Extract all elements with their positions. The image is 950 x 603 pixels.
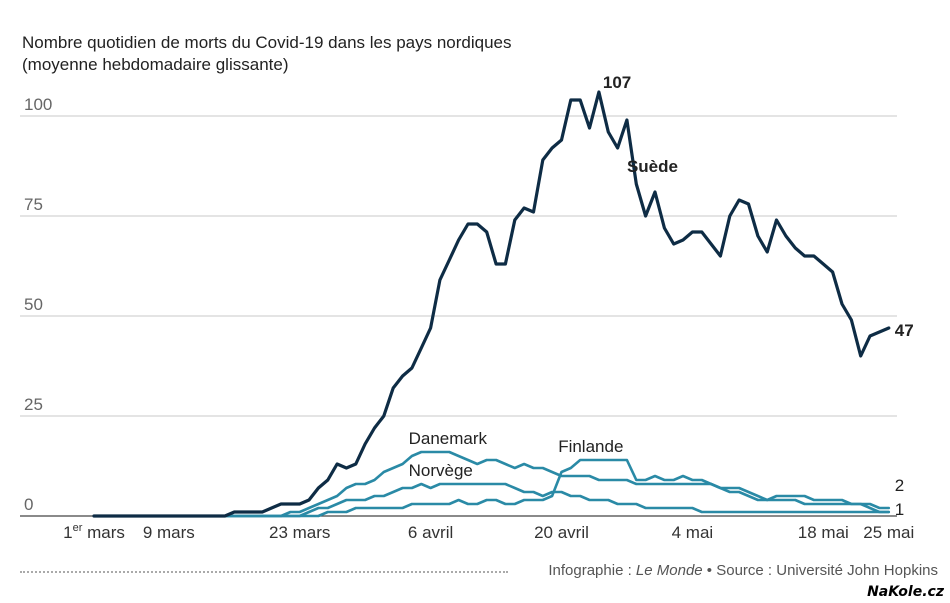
chart-title-line1: Nombre quotidien de morts du Covid-19 da… [22, 33, 512, 52]
credit-source: • Source : Université John Hopkins [702, 562, 938, 579]
credit-outlet: Le Monde [635, 562, 703, 579]
credit-prefix: Infographie : [548, 562, 636, 579]
y-tick-label: 100 [24, 95, 52, 114]
series-line-suede [92, 90, 891, 518]
y-axis-ticks: 0 25 50 75 100 [24, 95, 52, 514]
chart-title: Nombre quotidien de morts du Covid-19 da… [22, 32, 512, 76]
series-label-suede: Suède [627, 157, 678, 176]
x-tick-label: 25 mai [863, 523, 914, 542]
series-line-finlande [92, 458, 891, 518]
peak-label: 107 [603, 73, 631, 92]
x-axis-ticks: 1er mars 9 mars 23 mars 6 avril 20 avril 4 ma… [63, 522, 914, 542]
footer-credit: Infographie : Le Monde • Source : Univer… [548, 562, 938, 579]
x-tick-label: 18 mai [798, 523, 849, 542]
x-tick-label: 20 avril [534, 523, 589, 542]
series-label-finlande: Finlande [558, 437, 623, 456]
x-tick-label: 6 avril [408, 523, 453, 542]
series-annotations: 107 47 2 1 Suède Danemark Norvège Finlande [409, 73, 914, 519]
watermark-logo: NaKole.cz [867, 584, 944, 600]
end-label-danemark: 2 [895, 476, 904, 495]
y-gridlines [20, 115, 897, 517]
footer-dotted-rule [20, 571, 508, 573]
y-tick-label: 50 [24, 295, 43, 314]
series-lines [92, 90, 891, 518]
y-tick-label: 25 [24, 395, 43, 414]
x-tick-label: 4 mai [672, 523, 714, 542]
series-label-danemark: Danemark [409, 429, 488, 448]
y-tick-label: 0 [24, 495, 33, 514]
line-chart: 0 25 50 75 100 1er mars 9 mars 23 mars 6 avril 2… [20, 73, 914, 542]
y-tick-label: 75 [24, 195, 43, 214]
x-tick-label: 1er mars [63, 522, 125, 542]
series-label-norvege: Norvège [409, 461, 473, 480]
chart-subtitle: (moyenne hebdomadaire glissante) [22, 55, 289, 74]
end-label-norvege: 1 [895, 500, 904, 519]
x-tick-label: 23 mars [269, 523, 330, 542]
end-label-suede: 47 [895, 321, 914, 340]
x-tick-label: 9 mars [143, 523, 195, 542]
footer: Infographie : Le Monde • Source : Univer… [0, 560, 950, 584]
